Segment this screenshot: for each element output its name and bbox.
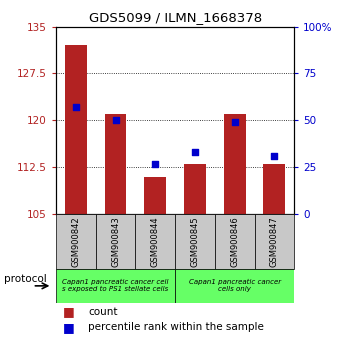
Bar bbox=[184, 164, 206, 214]
Text: ■: ■ bbox=[63, 321, 75, 334]
Bar bbox=[264, 164, 285, 214]
Text: Capan1 pancreatic cancer
cells only: Capan1 pancreatic cancer cells only bbox=[188, 279, 281, 292]
Bar bbox=[56, 269, 175, 303]
Point bbox=[192, 149, 198, 155]
Point bbox=[271, 153, 277, 159]
Text: Capan1 pancreatic cancer cell
s exposed to PS1 stellate cells: Capan1 pancreatic cancer cell s exposed … bbox=[62, 279, 169, 292]
Text: count: count bbox=[88, 307, 118, 316]
Text: GSM900845: GSM900845 bbox=[191, 216, 199, 267]
Bar bbox=[215, 214, 255, 269]
Bar bbox=[224, 114, 245, 214]
Bar bbox=[105, 114, 126, 214]
Point bbox=[232, 119, 238, 125]
Bar bbox=[135, 214, 175, 269]
Bar bbox=[175, 269, 294, 303]
Bar bbox=[255, 214, 294, 269]
Text: GSM900843: GSM900843 bbox=[111, 216, 120, 267]
Text: GSM900842: GSM900842 bbox=[71, 216, 80, 267]
Bar bbox=[144, 177, 166, 214]
Point bbox=[73, 104, 79, 110]
Text: GSM900844: GSM900844 bbox=[151, 216, 160, 267]
Text: protocol: protocol bbox=[4, 274, 46, 284]
Bar bbox=[56, 214, 96, 269]
Text: percentile rank within the sample: percentile rank within the sample bbox=[88, 322, 264, 332]
Bar bbox=[65, 45, 87, 214]
Bar bbox=[175, 214, 215, 269]
Title: GDS5099 / ILMN_1668378: GDS5099 / ILMN_1668378 bbox=[88, 11, 262, 24]
Bar bbox=[96, 214, 135, 269]
Text: ■: ■ bbox=[63, 305, 75, 318]
Point bbox=[152, 161, 158, 166]
Point bbox=[113, 118, 118, 123]
Text: GSM900847: GSM900847 bbox=[270, 216, 279, 267]
Text: GSM900846: GSM900846 bbox=[230, 216, 239, 267]
